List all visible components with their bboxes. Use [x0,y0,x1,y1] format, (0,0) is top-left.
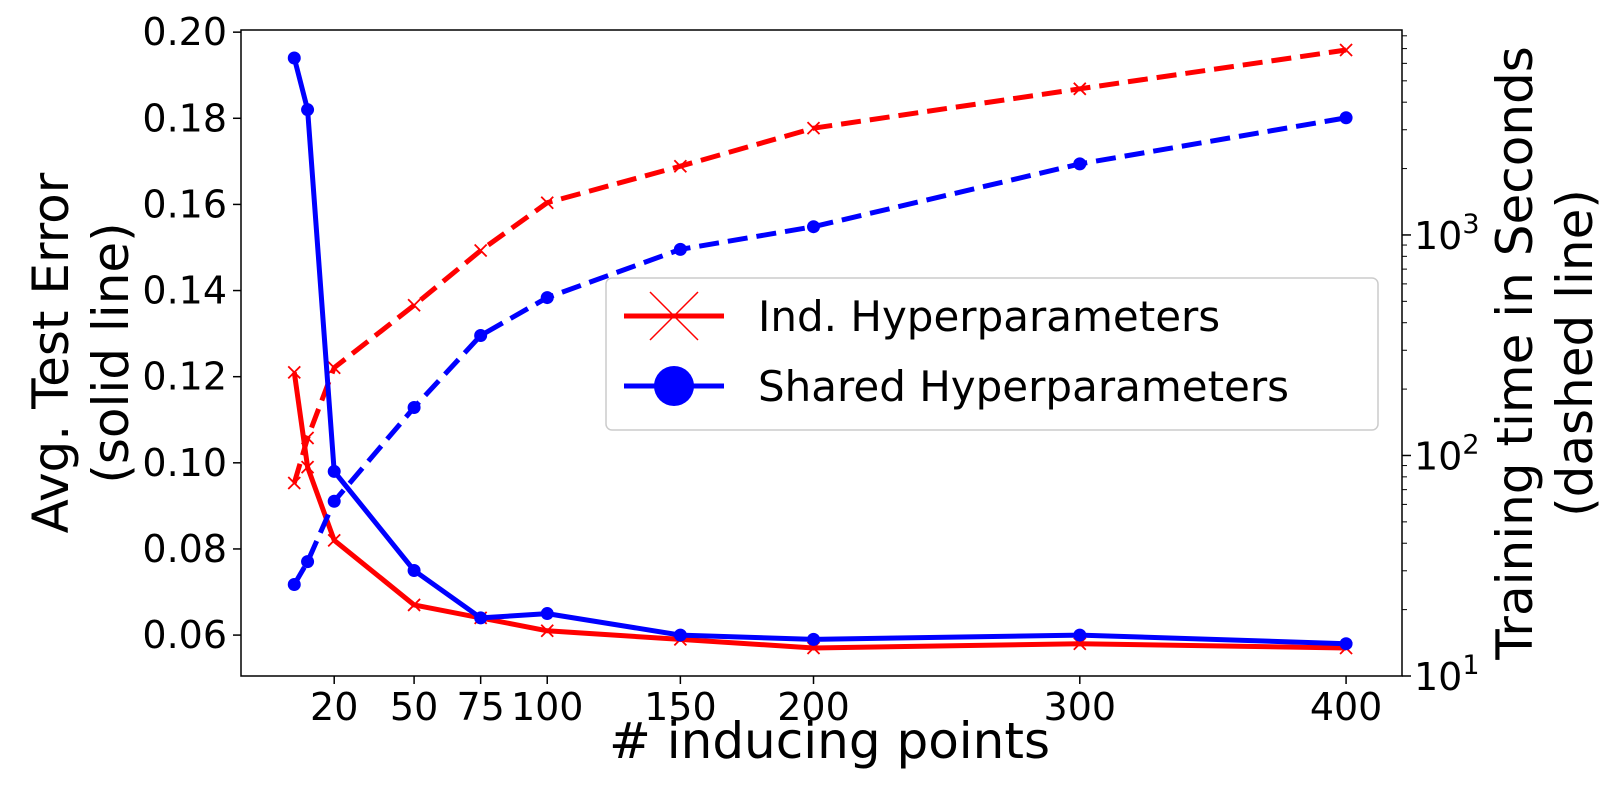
y-left-axis-label-line-1: Avg. Test Error [22,172,80,533]
x-axis-label: # inducing points [609,712,1050,770]
legend-item-0: Ind. Hyperparameters [624,291,1220,341]
y-left-tick-label-5: 0.16 [142,182,227,226]
series-1-error-point-9 [1339,637,1353,651]
series-0-time-point-9 [1339,43,1353,57]
y-right-tick-exp-2: 3 [1462,209,1479,240]
legend-item-1: Shared Hyperparameters [624,362,1289,411]
y-right-axis-label-line-2: (dashed line) [1546,189,1600,517]
series-1-time-point-3 [407,401,421,415]
series-1-time-point-9 [1339,111,1353,125]
legend-label-1: Shared Hyperparameters [758,362,1289,411]
series-0-error-line [291,372,1347,651]
y-right-tick-base-2: 10 [1414,214,1462,258]
series-1-error-point-1 [301,103,315,117]
y-right-tick-base-1: 10 [1414,434,1462,478]
x-tick-label-3: 100 [511,685,584,729]
legend: Ind. Hyperparameters Shared Hyperparamete… [605,277,1379,431]
x-tick-label-6: 300 [1044,685,1117,729]
series-1-time-point-1 [301,555,315,569]
plot-area [287,43,1353,655]
legend-box [605,277,1379,431]
legend-label-0: Ind. Hyperparameters [758,292,1220,341]
series-1-error-point-2 [327,464,341,478]
plot-frame [240,29,1403,677]
x-tick-label-4: 150 [644,685,717,729]
y-right-tick-exp-1: 2 [1462,429,1479,460]
series-1-time-point-5 [540,291,554,305]
y-left-tick-label-0: 0.06 [142,613,227,657]
y-left-axis-label: Avg. Test Error (solid line) [22,172,140,533]
y-left-tick-label-6: 0.18 [142,96,227,140]
series-0-error-point-1 [300,460,315,474]
x-tick-label-7: 400 [1310,685,1383,729]
series-0-error-point-3 [407,598,421,612]
series-0-time-point-5 [540,196,554,210]
series-0-error-point-2 [327,533,341,547]
y-right-tick-label-1: 102 [1414,429,1480,478]
series-0-time-point-4 [474,243,488,258]
series-0-time-point-3 [407,298,421,312]
series-0-time-point-2 [327,361,341,375]
series-0-time-point-8 [1073,82,1087,96]
series-1-error-point-3 [407,563,421,577]
y-left-tick-label-7: 0.20 [142,10,227,54]
series-0-time-line [291,47,1347,484]
series-1-time-line [292,115,1347,586]
x-tick-label-0: 20 [310,685,358,729]
y-left-tick-label-2: 0.10 [142,441,227,485]
series-1-time-point-0 [287,577,301,591]
series-1-error-point-8 [1073,628,1087,642]
y-right-tick-label-2: 103 [1414,209,1480,258]
series-1-error-point-6 [673,628,687,642]
y-right-tick-exp-0: 1 [1462,650,1479,681]
legend-marker-0 [649,291,699,341]
y-right-tick-base-0: 10 [1414,655,1462,699]
axes: 20 50 75 100 150 200 300 400 0.06 0.08 0.10 0.12 0.1… [22,10,1600,770]
y-left-tick-label-4: 0.14 [142,269,227,313]
series-1-time-point-7 [807,220,821,234]
series-1 [287,51,1353,651]
series-1-error-line [291,57,1347,647]
series-0-time-point-7 [806,121,821,135]
series-1-error-point-5 [540,607,554,621]
series-1-time-point-4 [474,328,488,342]
series-0-time-point-0 [287,476,301,490]
series-0-time-point-1 [300,431,315,445]
y-right-axis-label: Training time in Seconds (dashed line) [1486,46,1600,661]
series-1-error-point-7 [807,632,821,646]
series-1-error-point-0 [287,51,301,65]
y-left-tick-label-3: 0.12 [142,355,227,399]
y-right-axis-label-line-1: Training time in Seconds [1486,46,1544,661]
series-1-time-point-6 [673,242,687,256]
series-1-time-point-2 [327,494,341,508]
y-left-axis-label-line-2: (solid line) [82,222,140,483]
series-0-error-point-5 [540,624,554,638]
x-tick-label-1: 50 [390,685,438,729]
x-tick-label-5: 200 [777,685,850,729]
series-1-error-point-4 [474,611,488,625]
series-0-time-point-6 [673,159,688,173]
series-1-time-point-8 [1073,157,1087,171]
series-0-error-point-0 [287,365,301,380]
x-tick-label-2: 75 [456,685,504,729]
legend-marker-1 [654,366,694,406]
series-0 [287,43,1353,655]
y-left-tick-label-1: 0.08 [142,527,227,571]
y-right-tick-label-0: 101 [1414,650,1480,699]
